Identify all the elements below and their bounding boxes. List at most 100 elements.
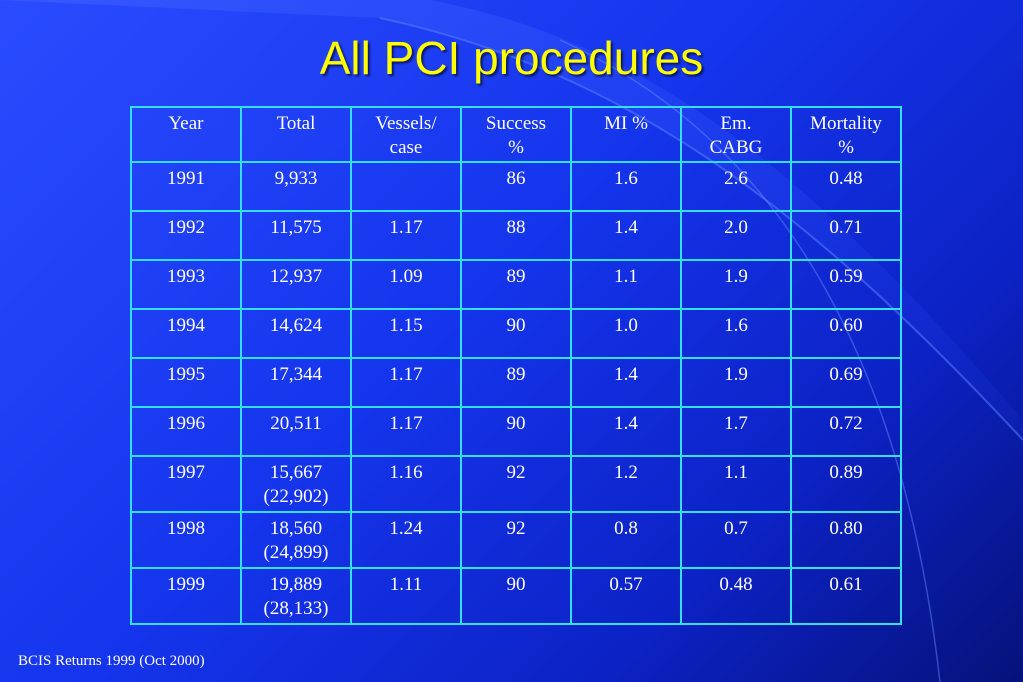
cell-mortality: 0.48 xyxy=(790,161,902,212)
header-line2: CABG xyxy=(709,137,763,158)
header-line1: Success xyxy=(485,113,547,134)
table-row: 1994 14,624 1.15 90 1.0 1.6 0.60 xyxy=(130,308,902,359)
total-value: 14,624 xyxy=(269,315,323,336)
source-note: BCIS Returns 1999 (Oct 2000) xyxy=(18,653,205,669)
total-bracket-value: (28,133) xyxy=(263,598,329,619)
cell-cabg: 0.48 xyxy=(680,567,792,625)
cell-year: 1998 xyxy=(130,511,242,569)
cell-success: 88 xyxy=(460,210,572,261)
total-value: 20,511 xyxy=(270,413,322,434)
cell-year: 1995 xyxy=(130,357,242,408)
table-row: 1995 17,344 1.17 89 1.4 1.9 0.69 xyxy=(130,357,902,408)
cell-cabg: 1.9 xyxy=(680,357,792,408)
cell-vessels xyxy=(350,161,462,212)
header-line1: Year xyxy=(168,113,204,134)
cell-total: 9,933 xyxy=(240,161,352,212)
cell-mi: 1.4 xyxy=(570,357,682,408)
cell-mi: 0.8 xyxy=(570,511,682,569)
cell-success: 92 xyxy=(460,511,572,569)
cell-mi: 1.6 xyxy=(570,161,682,212)
table-row: 1991 9,933 86 1.6 2.6 0.48 xyxy=(130,161,902,212)
cell-year: 1991 xyxy=(130,161,242,212)
total-value: 17,344 xyxy=(269,364,323,385)
cell-total: 17,344 xyxy=(240,357,352,408)
cell-mortality: 0.59 xyxy=(790,259,902,310)
cell-mortality: 0.60 xyxy=(790,308,902,359)
cell-mortality: 0.80 xyxy=(790,511,902,569)
cell-vessels: 1.16 xyxy=(350,455,462,513)
total-value: 18,560 xyxy=(269,518,323,539)
cell-cabg: 2.6 xyxy=(680,161,792,212)
cell-total: 19,889 (28,133) xyxy=(240,567,352,625)
cell-success: 89 xyxy=(460,357,572,408)
header-success: Success% xyxy=(460,106,572,163)
header-line2: % xyxy=(838,137,854,158)
cell-cabg: 0.7 xyxy=(680,511,792,569)
table-row: 1992 11,575 1.17 88 1.4 2.0 0.71 xyxy=(130,210,902,261)
header-em-cabg: Em. CABG xyxy=(680,106,792,163)
header-line1: MI % xyxy=(604,113,648,134)
cell-vessels: 1.11 xyxy=(350,567,462,625)
cell-vessels: 1.24 xyxy=(350,511,462,569)
slide-title: All PCI procedures xyxy=(319,32,704,84)
cell-total: 20,511 xyxy=(240,406,352,457)
cell-cabg: 1.7 xyxy=(680,406,792,457)
cell-success: 90 xyxy=(460,308,572,359)
header-vessels-case: Vessels/case xyxy=(350,106,462,163)
cell-mortality: 0.61 xyxy=(790,567,902,625)
cell-mi: 1.2 xyxy=(570,455,682,513)
header-line2: case xyxy=(389,137,423,158)
cell-cabg: 1.9 xyxy=(680,259,792,310)
header-line1: Mortality xyxy=(810,113,882,134)
total-bracket-value: (24,899) xyxy=(263,542,329,563)
header-line2: % xyxy=(508,137,524,158)
cell-mi: 1.4 xyxy=(570,406,682,457)
cell-mi: 1.4 xyxy=(570,210,682,261)
table-header-row: Year Total Vessels/case Success% MI % Em… xyxy=(130,106,902,163)
cell-vessels: 1.15 xyxy=(350,308,462,359)
header-line1: Vessels/ xyxy=(375,113,437,134)
cell-total: 12,937 xyxy=(240,259,352,310)
cell-year: 1996 xyxy=(130,406,242,457)
header-mi: MI % xyxy=(570,106,682,163)
cell-cabg: 1.6 xyxy=(680,308,792,359)
pci-table: Year Total Vessels/case Success% MI % Em… xyxy=(130,106,902,625)
cell-mortality: 0.69 xyxy=(790,357,902,408)
cell-year: 1992 xyxy=(130,210,242,261)
cell-cabg: 1.1 xyxy=(680,455,792,513)
cell-year: 1999 xyxy=(130,567,242,625)
total-value: 9,933 xyxy=(274,168,318,189)
cell-success: 90 xyxy=(460,406,572,457)
cell-year: 1993 xyxy=(130,259,242,310)
cell-mi: 1.1 xyxy=(570,259,682,310)
cell-total: 18,560 (24,899) xyxy=(240,511,352,569)
table-row: 1998 18,560 (24,899) 1.24 92 0.8 0.7 0.80 xyxy=(130,511,902,569)
cell-vessels: 1.17 xyxy=(350,406,462,457)
cell-total: 15,667 (22,902) xyxy=(240,455,352,513)
header-line1: Em. xyxy=(720,113,752,134)
cell-mortality: 0.72 xyxy=(790,406,902,457)
total-value: 11,575 xyxy=(270,217,322,238)
total-bracket-value: (22,902) xyxy=(263,486,329,507)
table-row: 1996 20,511 1.17 90 1.4 1.7 0.72 xyxy=(130,406,902,457)
table-row: 1999 19,889 (28,133) 1.11 90 0.57 0.48 0.… xyxy=(130,567,902,625)
total-value: 12,937 xyxy=(269,266,323,287)
cell-vessels: 1.09 xyxy=(350,259,462,310)
cell-mortality: 0.89 xyxy=(790,455,902,513)
cell-year: 1994 xyxy=(130,308,242,359)
header-total: Total xyxy=(240,106,352,163)
header-line1: Total xyxy=(276,113,316,134)
cell-mortality: 0.71 xyxy=(790,210,902,261)
cell-total: 11,575 xyxy=(240,210,352,261)
cell-mi: 1.0 xyxy=(570,308,682,359)
cell-vessels: 1.17 xyxy=(350,357,462,408)
cell-total: 14,624 xyxy=(240,308,352,359)
cell-success: 92 xyxy=(460,455,572,513)
cell-success: 90 xyxy=(460,567,572,625)
cell-vessels: 1.17 xyxy=(350,210,462,261)
header-year: Year xyxy=(130,106,242,163)
table-row: 1997 15,667 (22,902) 1.16 92 1.2 1.1 0.89 xyxy=(130,455,902,513)
cell-cabg: 2.0 xyxy=(680,210,792,261)
table-row: 1993 12,937 1.09 89 1.1 1.9 0.59 xyxy=(130,259,902,310)
cell-success: 86 xyxy=(460,161,572,212)
